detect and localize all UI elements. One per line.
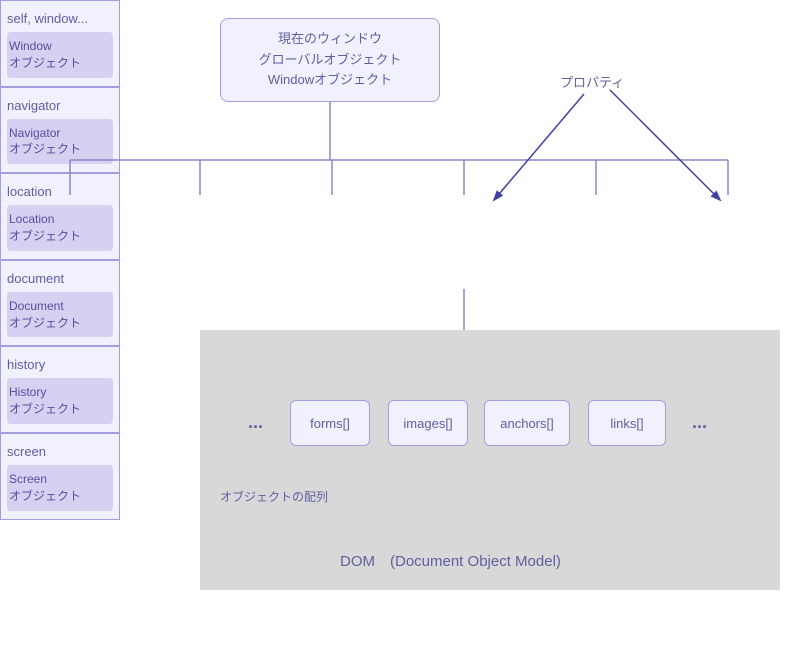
property-node: locationLocationオブジェクト — [0, 173, 120, 260]
dom-node: links[] — [588, 400, 666, 446]
property-title: screen — [7, 440, 113, 465]
dom-node: anchors[] — [484, 400, 570, 446]
dom-title: DOM (Document Object Model) — [340, 550, 561, 571]
property-title: history — [7, 353, 113, 378]
property-title: document — [7, 267, 113, 292]
property-subtype: Locationオブジェクト — [7, 205, 113, 251]
property-node: screenScreenオブジェクト — [0, 433, 120, 520]
root-line2: グローバルオブジェクト — [259, 50, 402, 71]
ellipsis-left: ... — [248, 412, 263, 433]
root-line1: 現在のウィンドウ — [278, 29, 382, 50]
dom-node: forms[] — [290, 400, 370, 446]
property-node: historyHistoryオブジェクト — [0, 346, 120, 433]
property-subtype: Documentオブジェクト — [7, 292, 113, 338]
root-line3: Windowオブジェクト — [268, 70, 392, 91]
property-node: documentDocumentオブジェクト — [0, 260, 120, 347]
dom-node: images[] — [388, 400, 468, 446]
property-label: プロパティ — [560, 72, 624, 91]
ellipsis-right: ... — [692, 412, 707, 433]
root-node: 現在のウィンドウ グローバルオブジェクト Windowオブジェクト — [220, 18, 440, 102]
property-subtype: Historyオブジェクト — [7, 378, 113, 424]
property-title: location — [7, 180, 113, 205]
property-subtype: Windowオブジェクト — [7, 32, 113, 78]
property-subtype: Screenオブジェクト — [7, 465, 113, 511]
property-title: navigator — [7, 94, 113, 119]
property-node: self, window...Windowオブジェクト — [0, 0, 120, 87]
property-title: self, window... — [7, 7, 113, 32]
array-label: オブジェクトの配列 — [220, 488, 328, 505]
property-subtype: Navigatorオブジェクト — [7, 119, 113, 165]
property-node: navigatorNavigatorオブジェクト — [0, 87, 120, 174]
